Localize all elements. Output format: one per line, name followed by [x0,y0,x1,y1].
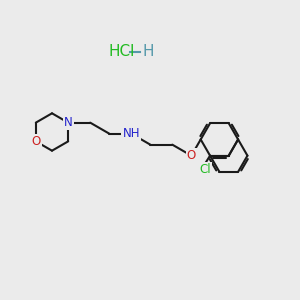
Text: O: O [31,135,40,148]
Text: Cl: Cl [199,163,211,176]
Text: H: H [143,44,154,59]
Text: O: O [187,149,196,162]
Text: N: N [64,116,73,129]
Text: HCl: HCl [108,44,134,59]
Text: NH: NH [122,127,140,140]
